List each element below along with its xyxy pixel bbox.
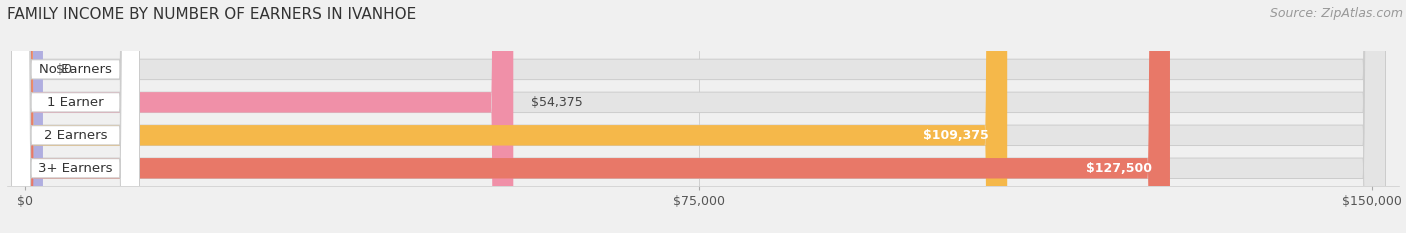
FancyBboxPatch shape — [11, 0, 1385, 233]
FancyBboxPatch shape — [11, 0, 139, 233]
Text: $0: $0 — [56, 63, 73, 76]
FancyBboxPatch shape — [11, 0, 139, 233]
Text: $54,375: $54,375 — [531, 96, 583, 109]
Text: No Earners: No Earners — [39, 63, 112, 76]
FancyBboxPatch shape — [11, 0, 1385, 233]
Text: Source: ZipAtlas.com: Source: ZipAtlas.com — [1270, 7, 1403, 20]
FancyBboxPatch shape — [11, 0, 44, 233]
FancyBboxPatch shape — [11, 0, 139, 233]
Text: $127,500: $127,500 — [1085, 162, 1152, 175]
Text: 2 Earners: 2 Earners — [44, 129, 107, 142]
Text: FAMILY INCOME BY NUMBER OF EARNERS IN IVANHOE: FAMILY INCOME BY NUMBER OF EARNERS IN IV… — [7, 7, 416, 22]
FancyBboxPatch shape — [11, 0, 1170, 233]
FancyBboxPatch shape — [11, 0, 1385, 233]
Text: 1 Earner: 1 Earner — [48, 96, 104, 109]
FancyBboxPatch shape — [11, 0, 1007, 233]
FancyBboxPatch shape — [11, 0, 1385, 233]
Text: 3+ Earners: 3+ Earners — [38, 162, 112, 175]
FancyBboxPatch shape — [11, 0, 513, 233]
Text: $109,375: $109,375 — [924, 129, 990, 142]
FancyBboxPatch shape — [11, 0, 139, 233]
